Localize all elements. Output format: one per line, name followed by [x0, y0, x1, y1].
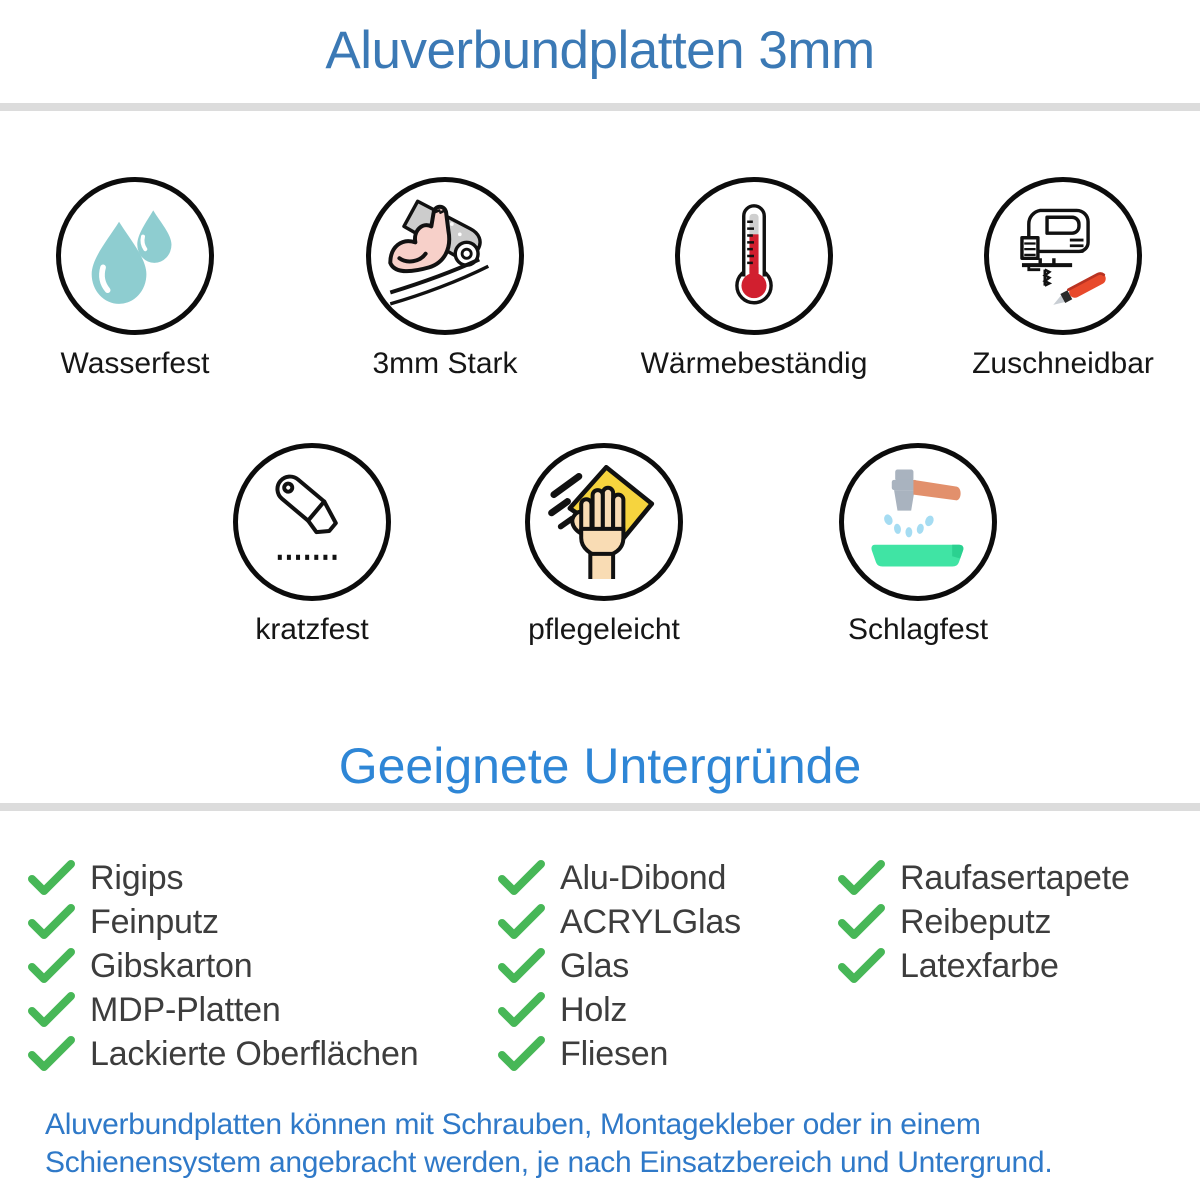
list-item: Rigips	[28, 856, 418, 900]
substrate-label: Fliesen	[560, 1034, 669, 1073]
feature-label: Zuschneidbar	[972, 347, 1154, 380]
cleaning-hand-icon	[548, 465, 655, 579]
thermometer-icon	[735, 204, 773, 305]
list-item: Latexfarbe	[838, 944, 1130, 988]
substrate-column-2: Alu-Dibond ACRYLGlas Glas Holz Fliesen	[498, 856, 741, 1076]
check-icon	[28, 992, 75, 1027]
feature-label: 3mm Stark	[372, 347, 518, 380]
water-drops-icon	[91, 210, 172, 304]
feature-circle	[984, 177, 1142, 335]
check-icon	[498, 1036, 545, 1071]
substrate-column-3: Raufasertapete Reibeputz Latexfarbe	[838, 856, 1130, 988]
feature-circle	[233, 443, 391, 601]
list-item: ACRYLGlas	[498, 900, 741, 944]
list-item: Alu-Dibond	[498, 856, 741, 900]
feature-wasserfest: Wasserfest	[0, 177, 275, 381]
utility-knife-icon	[275, 474, 340, 560]
feature-pflegeleicht: pflegeleicht	[464, 443, 744, 647]
feature-waermebestaendig: Wärmebeständig	[614, 177, 894, 381]
hammer-icon	[871, 469, 964, 567]
feature-circle	[525, 443, 683, 601]
list-item: Reibeputz	[838, 900, 1130, 944]
check-icon	[28, 904, 75, 939]
section-divider	[0, 803, 1200, 811]
list-item: Lackierte Oberflächen	[28, 1032, 419, 1076]
feature-schlagfest: Schlagfest	[778, 443, 1058, 647]
substrate-label: Lackierte Oberflächen	[90, 1034, 419, 1073]
check-icon	[498, 992, 545, 1027]
check-icon	[498, 948, 545, 983]
list-item: Fliesen	[498, 1032, 741, 1076]
substrate-label: Alu-Dibond	[560, 858, 727, 897]
mounting-note-line: Aluverbundplatten können mit Schrauben, …	[45, 1108, 981, 1141]
feature-3mm-stark: 3mm Stark	[305, 177, 585, 381]
check-icon	[28, 948, 75, 983]
check-icon	[838, 904, 885, 939]
page-title: Aluverbundplatten 3mm	[325, 21, 875, 80]
jigsaw-cutter-icon	[1020, 208, 1106, 305]
substrate-label: Glas	[560, 946, 630, 985]
feature-label: Schlagfest	[847, 613, 989, 646]
feature-circle	[675, 177, 833, 335]
list-item: Holz	[498, 988, 741, 1032]
substrate-label: Feinputz	[90, 902, 219, 941]
list-item: Glas	[498, 944, 741, 988]
substrate-label: Latexfarbe	[900, 946, 1059, 985]
list-item: MDP-Platten	[28, 988, 418, 1032]
check-icon	[498, 860, 545, 895]
feature-circle	[366, 177, 524, 335]
feature-label: Wärmebeständig	[640, 347, 868, 380]
substrate-column-1: Rigips Feinputz Gibskarton MDP-Platten L…	[28, 856, 419, 1076]
feature-label: kratzfest	[255, 613, 369, 646]
check-icon	[498, 904, 545, 939]
check-icon	[838, 860, 885, 895]
feature-circle	[839, 443, 997, 601]
strong-arm-icon	[388, 199, 490, 306]
feature-label: Wasserfest	[60, 347, 210, 380]
mounting-note: Aluverbundplatten können mit Schrauben, …	[45, 1106, 1053, 1182]
substrate-label: Raufasertapete	[900, 858, 1130, 897]
section-title: Geeignete Untergründe	[338, 738, 862, 794]
check-icon	[28, 860, 75, 895]
feature-label: pflegeleicht	[528, 613, 680, 646]
list-item: Feinputz	[28, 900, 418, 944]
mounting-note-line: Schienensystem angebracht werden, je nac…	[45, 1146, 1053, 1179]
feature-circle	[56, 177, 214, 335]
feature-zuschneidbar: Zuschneidbar	[923, 177, 1200, 381]
feature-kratzfest: kratzfest	[172, 443, 452, 647]
section-divider	[0, 103, 1200, 111]
list-item: Gibskarton	[28, 944, 418, 988]
substrate-label: ACRYLGlas	[560, 902, 741, 941]
substrate-label: Holz	[560, 990, 628, 1029]
substrate-label: Reibeputz	[900, 902, 1052, 941]
check-icon	[28, 1036, 75, 1071]
substrate-label: Gibskarton	[90, 946, 253, 985]
list-item: Raufasertapete	[838, 856, 1130, 900]
check-icon	[838, 948, 885, 983]
substrate-label: Rigips	[90, 858, 184, 897]
substrate-label: MDP-Platten	[90, 990, 281, 1029]
